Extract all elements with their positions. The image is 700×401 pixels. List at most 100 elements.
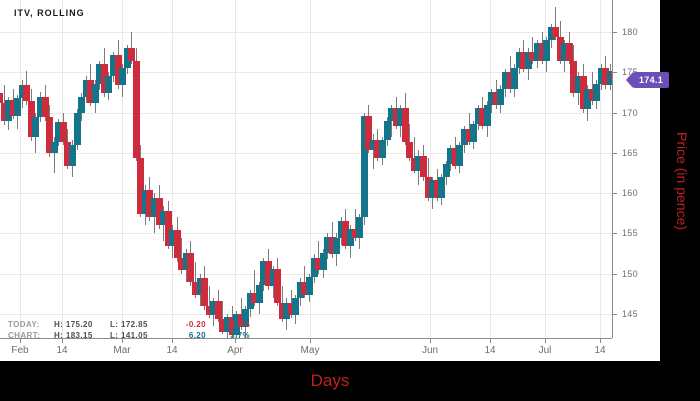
x-axis-tick: [20, 338, 21, 343]
candlestick-body: [100, 64, 108, 94]
candlestick: [465, 0, 473, 338]
candlestick: [210, 0, 218, 338]
candlestick-body: [597, 67, 605, 84]
candlestick: [374, 0, 382, 338]
candlestick-body: [524, 51, 532, 70]
candlestick: [18, 0, 26, 338]
candlestick-body: [333, 238, 341, 255]
candlestick-body: [55, 122, 63, 142]
candlestick-body: [64, 141, 72, 166]
x-axis-label: 14: [166, 345, 178, 356]
candlestick-body: [192, 281, 200, 295]
gridline-vertical: [122, 0, 123, 338]
candlestick: [378, 0, 386, 338]
candlestick-body: [511, 67, 519, 89]
gridline-vertical: [172, 0, 173, 338]
candlestick-body: [602, 67, 610, 86]
candlestick-body: [0, 92, 3, 103]
candlestick: [383, 0, 391, 338]
candlestick: [347, 0, 355, 338]
candlestick-body: [515, 51, 523, 68]
candlestick: [78, 0, 86, 338]
candlestick: [565, 0, 573, 338]
y-axis-tick: [612, 193, 617, 195]
candlestick: [579, 0, 587, 338]
candlestick-body: [406, 141, 414, 158]
candlestick-body: [18, 85, 26, 99]
candlestick-body: [178, 257, 186, 271]
candlestick-wick: [195, 262, 197, 298]
candlestick: [552, 0, 560, 338]
candlestick: [5, 0, 13, 338]
y-axis-line: [612, 0, 613, 338]
candlestick-body: [506, 72, 514, 89]
candlestick-body: [9, 99, 17, 116]
candlestick-body: [260, 260, 268, 285]
candlestick: [301, 0, 309, 338]
plot-area: [0, 0, 612, 338]
candlestick-wick: [413, 136, 415, 173]
candlestick-body: [78, 96, 86, 113]
candlestick-body: [242, 309, 250, 327]
candlestick-body: [383, 120, 391, 141]
candlestick-body: [132, 61, 140, 158]
candlestick-body: [196, 278, 204, 295]
candlestick-body: [151, 197, 158, 218]
candlestick-body: [246, 292, 254, 310]
candlestick: [55, 0, 63, 338]
candlestick-body: [570, 61, 578, 94]
candlestick: [296, 0, 304, 338]
candlestick: [388, 0, 396, 338]
candlestick-body: [488, 91, 496, 105]
x-axis-label: 14: [594, 345, 606, 356]
candlestick: [588, 0, 596, 338]
candlestick-body: [146, 189, 154, 218]
candlestick: [287, 0, 295, 338]
candlestick-body: [219, 318, 227, 332]
candlestick-body: [337, 220, 345, 239]
candlestick: [438, 0, 446, 338]
x-axis-tick: [122, 338, 123, 343]
candlestick-body: [483, 104, 491, 126]
candlestick: [251, 0, 259, 338]
candlestick: [141, 0, 149, 338]
candlestick-body: [119, 67, 127, 86]
candlestick: [123, 0, 131, 338]
candlestick: [151, 0, 158, 338]
candlestick-body: [32, 117, 40, 137]
candlestick-body: [365, 115, 373, 150]
x-axis-tick: [600, 338, 601, 343]
y-axis-label: 145: [622, 308, 638, 319]
candlestick: [433, 0, 441, 338]
gridline-vertical: [310, 0, 311, 338]
candlestick-body: [410, 157, 418, 171]
candlestick-body: [584, 88, 592, 110]
candlestick: [96, 0, 104, 338]
candlestick-body: [461, 128, 468, 145]
x-axis-label: Feb: [11, 345, 29, 356]
candlestick-body: [360, 115, 368, 218]
candlestick-body: [223, 317, 231, 332]
candlestick-body: [606, 70, 612, 86]
candlestick-body: [283, 302, 291, 319]
candlestick: [73, 0, 81, 338]
candlestick-body: [324, 236, 332, 253]
candlestick-body: [479, 107, 487, 126]
candlestick-body: [205, 305, 213, 316]
candlestick-wick: [391, 104, 393, 137]
candlestick-body: [269, 268, 277, 287]
stats-percent: -0.1%: [227, 320, 250, 329]
candlestick-wick: [354, 209, 356, 242]
candlestick-body: [319, 252, 327, 271]
candlestick-body: [210, 300, 218, 316]
candlestick: [64, 0, 72, 338]
candlestick-wick: [222, 300, 224, 334]
stats-label: CHART:: [8, 331, 41, 340]
candlestick-wick: [53, 136, 55, 173]
x-axis-tick: [172, 338, 173, 343]
x-axis-title: Days: [0, 361, 660, 401]
candlestick-body: [347, 228, 355, 247]
candlestick: [483, 0, 491, 338]
candlestick-wick: [555, 6, 557, 41]
candlestick-body: [492, 91, 500, 105]
